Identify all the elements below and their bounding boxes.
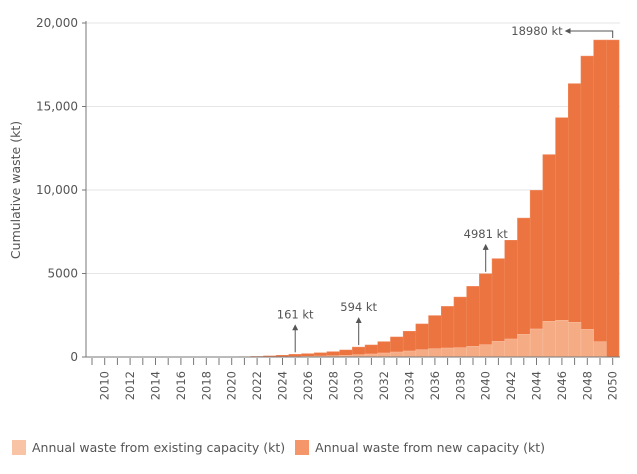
bar-existing-2032	[377, 352, 391, 358]
bar-existing-2038	[453, 347, 467, 358]
bar-existing-2048	[580, 329, 594, 358]
bar-existing-2040	[479, 344, 493, 358]
bar-existing-2044	[529, 328, 544, 358]
bar-existing-2033	[390, 351, 404, 358]
x-tick-label: 2026	[301, 371, 315, 400]
y-axis-label: Cumulative waste (kt)	[8, 121, 23, 259]
annotation-arrow	[564, 28, 614, 39]
legend-item-new: Annual waste from new capacity (kt)	[295, 440, 545, 455]
legend-item-existing: Annual waste from existing capacity (kt)	[12, 440, 285, 455]
bar-existing-2047	[568, 322, 582, 358]
x-tick-label: 2016	[174, 371, 188, 400]
legend-label-new: Annual waste from new capacity (kt)	[315, 440, 546, 455]
bar-existing-2041	[491, 341, 505, 358]
x-tick-label: 2022	[250, 371, 264, 400]
x-tick-label: 2036	[428, 371, 442, 400]
bar-existing-2046	[555, 320, 569, 358]
axes: 0 5000 10,000 15,000 20,000 2010 2012 2014 2016 2…	[36, 16, 620, 400]
annotation-label: 18980 kt	[511, 24, 563, 38]
x-tick-label: 2028	[326, 371, 340, 400]
x-tick-label: 2046	[555, 371, 569, 400]
bar-existing-2043	[517, 334, 531, 358]
y-tick-label: 10,000	[36, 183, 78, 197]
bar-existing-2049	[593, 341, 607, 358]
x-tick-label: 2014	[149, 371, 163, 400]
legend-swatch-new	[295, 440, 310, 455]
legend-swatch-existing	[12, 440, 26, 455]
legend: Annual waste from existing capacity (kt)…	[12, 440, 555, 455]
x-tick-label: 2032	[377, 371, 391, 400]
bar-existing-2035	[415, 349, 429, 358]
bar-new-2048	[580, 55, 594, 358]
y-tick-label: 20,000	[36, 16, 78, 30]
x-tick-label: 2024	[276, 371, 290, 400]
x-tick-label: 2048	[580, 371, 594, 400]
x-tick-label: 2042	[504, 371, 518, 400]
annotation-label: 161 kt	[277, 307, 314, 321]
bar-existing-2034	[402, 350, 417, 358]
x-tick-label: 2038	[453, 371, 467, 400]
x-tick-label: 2012	[123, 371, 137, 400]
y-tick-label: 5000	[47, 267, 78, 281]
annotation-label: 4981 kt	[464, 227, 509, 241]
x-tick-label: 2030	[352, 371, 366, 400]
y-tick-label: 15,000	[36, 100, 78, 114]
x-tick-label: 2040	[479, 371, 493, 400]
x-tick-label: 2050	[606, 371, 620, 400]
x-tick-label: 2044	[530, 371, 544, 400]
x-tick-label: 2018	[199, 371, 213, 400]
annotations: 161 kt 594 kt 4981 kt 18980 kt	[277, 24, 614, 353]
x-tick-label: 2034	[403, 371, 417, 400]
bar-existing-2036	[428, 348, 442, 358]
bars	[212, 39, 620, 358]
bar-existing-2042	[504, 338, 518, 358]
y-tick-label: 0	[70, 350, 78, 364]
legend-label-existing: Annual waste from existing capacity (kt)	[32, 440, 286, 455]
bar-existing-2045	[542, 321, 556, 358]
bar-new-2050	[606, 39, 620, 358]
bar-new-2049	[593, 39, 607, 358]
annotation-label: 594 kt	[340, 300, 377, 314]
bar-new-2047	[568, 83, 582, 358]
bar-existing-2037	[441, 347, 455, 358]
x-tick-label: 2020	[225, 371, 239, 400]
x-tick-label: 2010	[98, 371, 112, 400]
bar-existing-2039	[466, 346, 480, 358]
